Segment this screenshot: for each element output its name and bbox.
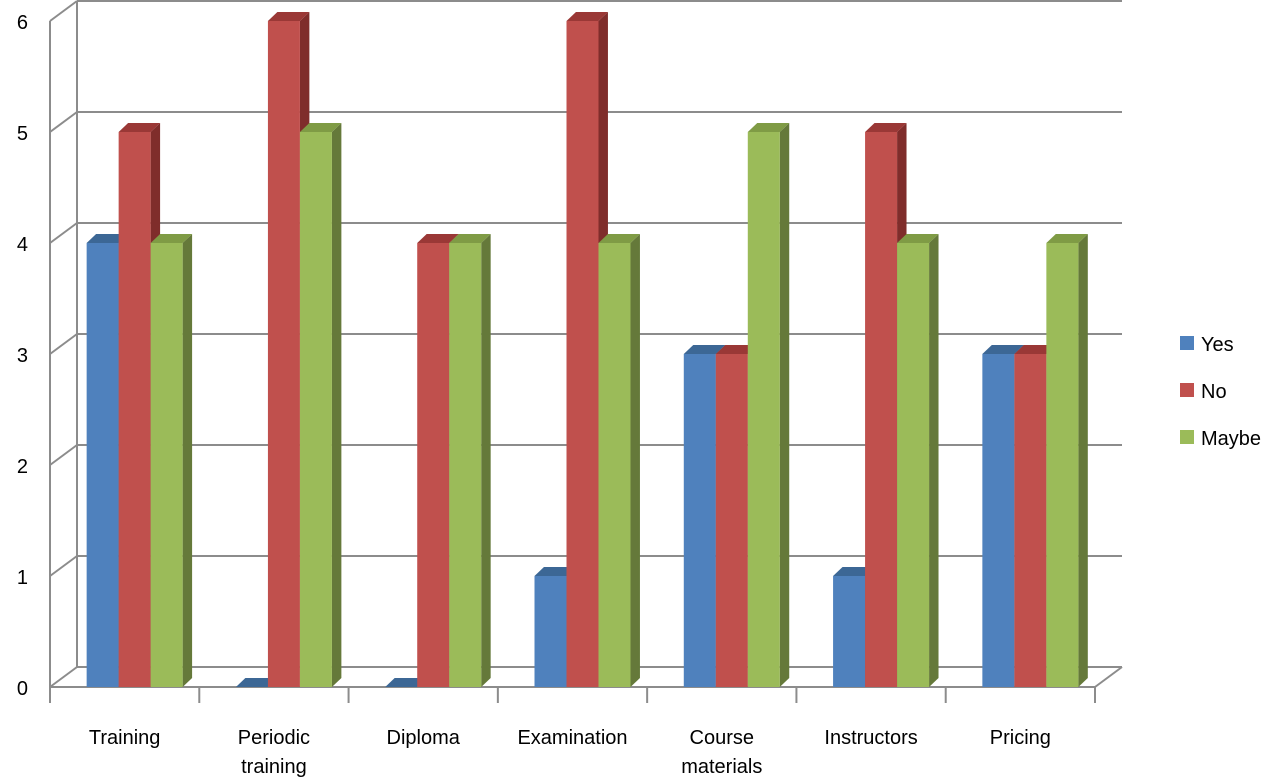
bar-front-face <box>716 354 748 687</box>
legend-swatch <box>1180 336 1194 350</box>
bars <box>87 12 1088 687</box>
bar-maybe <box>151 234 192 687</box>
y-tick-label: 1 <box>17 567 28 589</box>
bar-maybe <box>1046 234 1087 687</box>
bar-front-face <box>748 132 780 687</box>
bar-front-face <box>1014 354 1046 687</box>
bar-side-face <box>1078 234 1087 687</box>
wall-tick-diagonal <box>50 334 77 354</box>
y-axis-ticks: 0 1 2 3 4 5 6 <box>17 12 28 700</box>
bar-side-face <box>929 234 938 687</box>
bar-front-face <box>449 243 481 687</box>
y-tick-label: 5 <box>17 123 28 145</box>
bar-maybe <box>449 234 490 687</box>
bar-maybe <box>897 234 938 687</box>
bar-front-face <box>417 243 449 687</box>
y-tick-label: 2 <box>17 456 28 478</box>
bar-side-face <box>780 123 789 687</box>
bar-side-face <box>332 123 341 687</box>
x-axis-category-labels: Training Periodic training Diploma Examinati… <box>89 727 1051 778</box>
bar-front-face <box>268 21 300 687</box>
bar-front-face <box>300 132 332 687</box>
legend-label: Maybe <box>1201 428 1261 450</box>
wall-tick-diagonal <box>50 112 77 132</box>
wall-tick-diagonal <box>50 445 77 465</box>
wall-tick-diagonal <box>50 667 77 687</box>
legend-label: No <box>1201 381 1227 403</box>
legend-item-maybe: Maybe <box>1180 428 1261 450</box>
bar-front-face <box>119 132 151 687</box>
wall-tick-diagonal <box>50 223 77 243</box>
wall-tick-diagonal <box>50 1 77 21</box>
bar-maybe <box>300 123 341 687</box>
x-tick-label: Diploma <box>387 727 461 749</box>
legend-swatch <box>1180 383 1194 397</box>
bar-side-face <box>481 234 490 687</box>
bar-front-face <box>599 243 631 687</box>
wall-tick-diagonal <box>50 556 77 576</box>
bar-side-face <box>183 234 192 687</box>
y-tick-label: 3 <box>17 345 28 367</box>
bar-front-face <box>535 576 567 687</box>
bar-front-face <box>1046 243 1078 687</box>
legend-item-yes: Yes <box>1180 334 1234 356</box>
bar-front-face <box>982 354 1014 687</box>
legend-label: Yes <box>1201 334 1234 356</box>
bar-front-face <box>567 21 599 687</box>
floor-right-edge <box>1095 667 1122 687</box>
legend-swatch <box>1180 430 1194 444</box>
bar-front-face <box>684 354 716 687</box>
bar-maybe <box>748 123 789 687</box>
bar-front-face <box>87 243 119 687</box>
y-tick-label: 0 <box>17 678 28 700</box>
y-tick-label: 4 <box>17 234 28 256</box>
bar-front-face <box>897 243 929 687</box>
bar-front-face <box>865 132 897 687</box>
bar-front-face <box>833 576 865 687</box>
legend-item-no: No <box>1180 381 1227 403</box>
bar-front-face <box>151 243 183 687</box>
x-tick-label: Pricing <box>990 727 1051 749</box>
x-tick-label: Instructors <box>824 727 917 749</box>
x-tick-label: Examination <box>517 727 627 749</box>
bar-side-face <box>631 234 640 687</box>
x-tick-label: Training <box>89 727 161 749</box>
y-tick-label: 6 <box>17 12 28 34</box>
bar-maybe <box>599 234 640 687</box>
x-tick-label: Course materials <box>681 727 762 778</box>
legend: Yes No Maybe <box>1180 334 1261 450</box>
x-tick-label: Periodic training <box>238 727 310 778</box>
